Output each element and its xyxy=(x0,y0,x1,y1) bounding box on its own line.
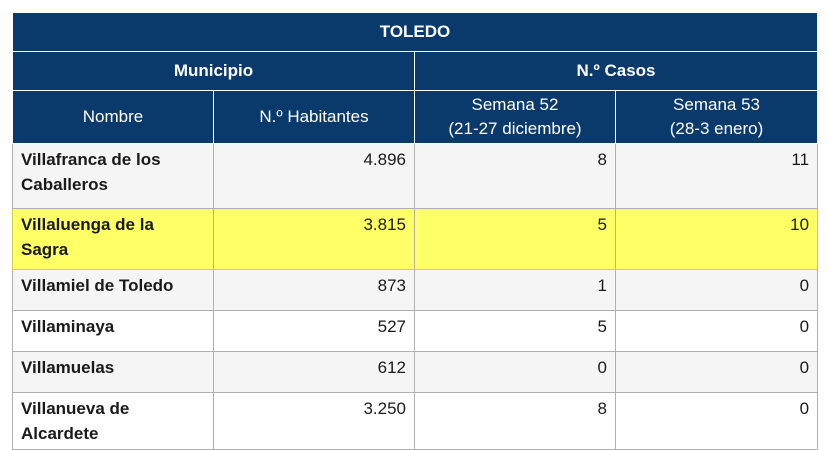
cell-habitantes: 3.815 xyxy=(213,208,415,270)
cases-table: TOLEDO Municipio N.º Casos Nombre N.º Ha… xyxy=(11,12,819,450)
cell-habitantes: 612 xyxy=(213,351,415,393)
group-header-casos: N.º Casos xyxy=(413,51,819,91)
group-header-municipio: Municipio xyxy=(12,51,415,91)
semana52-dates: (21-27 diciembre) xyxy=(448,119,582,138)
cell-semana52: 0 xyxy=(414,351,616,393)
col-header-nombre: Nombre xyxy=(12,90,214,144)
cell-semana53: 0 xyxy=(614,351,819,393)
cell-habitantes: 527 xyxy=(213,310,415,352)
cell-semana53: 0 xyxy=(614,392,819,450)
table-row: Villamiel de Toledo 873 1 0 xyxy=(12,269,819,311)
cases-table-container: TOLEDO Municipio N.º Casos Nombre N.º Ha… xyxy=(11,12,819,450)
semana53-dates: (28-3 enero) xyxy=(669,119,764,138)
cell-semana53: 0 xyxy=(614,269,819,311)
col-header-habitantes: N.º Habitantes xyxy=(213,90,415,144)
cell-semana52: 5 xyxy=(414,208,616,270)
cell-semana52: 8 xyxy=(414,392,616,450)
cell-nombre: Villaluenga de la Sagra xyxy=(12,208,214,270)
cell-semana52: 5 xyxy=(414,310,616,352)
cell-nombre: Villaminaya xyxy=(12,310,214,352)
cell-nombre: Villanueva de Alcardete xyxy=(12,392,214,450)
col-header-semana53: Semana 53 (28-3 enero) xyxy=(614,90,819,144)
cell-nombre: Villafranca de los Caballeros xyxy=(12,143,214,209)
cell-nombre: Villamuelas xyxy=(12,351,214,393)
cell-semana52: 8 xyxy=(414,143,616,209)
cell-semana53: 11 xyxy=(614,143,819,209)
table-row-highlighted: Villaluenga de la Sagra 3.815 5 10 xyxy=(12,208,819,270)
cell-nombre: Villamiel de Toledo xyxy=(12,269,214,311)
cell-habitantes: 4.896 xyxy=(213,143,415,209)
cell-habitantes: 873 xyxy=(213,269,415,311)
cell-habitantes: 3.250 xyxy=(213,392,415,450)
table-title: TOLEDO xyxy=(11,12,819,52)
table-row: Villaminaya 527 5 0 xyxy=(12,310,819,352)
semana52-label: Semana 52 xyxy=(471,95,559,114)
table-row: Villanueva de Alcardete 3.250 8 0 xyxy=(12,392,819,450)
cell-semana53: 0 xyxy=(614,310,819,352)
cell-semana53: 10 xyxy=(614,208,819,270)
cell-semana52: 1 xyxy=(414,269,616,311)
table-row: Villamuelas 612 0 0 xyxy=(12,351,819,393)
table-row: Villafranca de los Caballeros 4.896 8 11 xyxy=(12,143,819,209)
semana53-label: Semana 53 xyxy=(673,95,760,114)
col-header-semana52: Semana 52 (21-27 diciembre) xyxy=(414,90,616,144)
